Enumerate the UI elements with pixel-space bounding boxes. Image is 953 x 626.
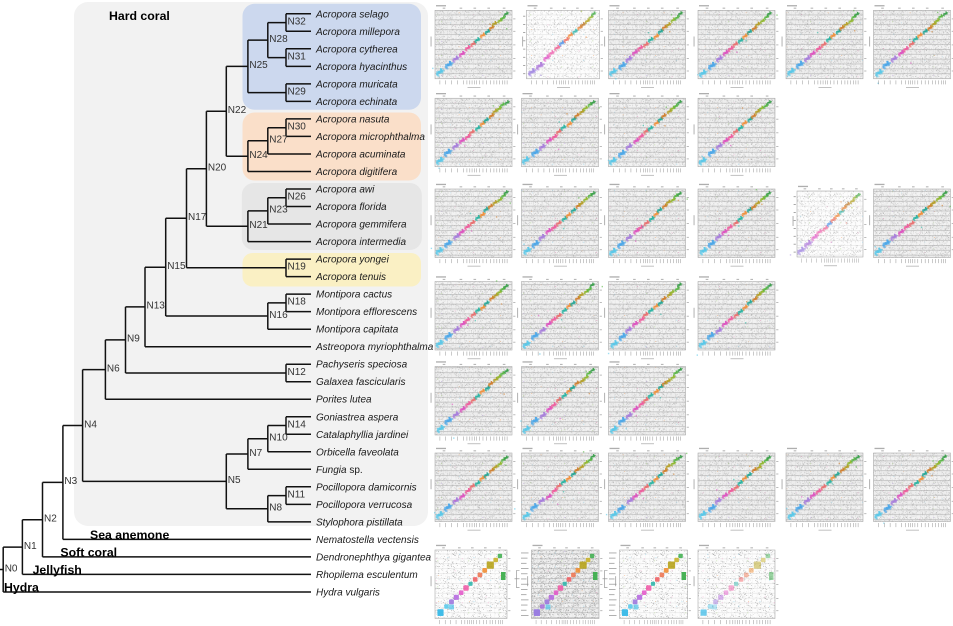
svg-text:Pocillopora verrucosa: Pocillopora verrucosa <box>316 500 413 511</box>
svg-text:Orbicella faveolata: Orbicella faveolata <box>316 447 399 458</box>
svg-text:Acropora gemmifera: Acropora gemmifera <box>315 220 407 231</box>
svg-text:Galaxea fascicularis: Galaxea fascicularis <box>316 377 405 388</box>
svg-text:N14: N14 <box>288 419 307 430</box>
svg-text:N27: N27 <box>269 135 288 146</box>
svg-text:N13: N13 <box>147 301 166 312</box>
svg-text:Acropora intermedia: Acropora intermedia <box>315 237 406 248</box>
svg-text:N24: N24 <box>249 150 268 161</box>
svg-text:N6: N6 <box>107 363 120 374</box>
svg-text:Nematostella vectensis: Nematostella vectensis <box>316 535 419 546</box>
svg-text:N28: N28 <box>269 34 288 45</box>
svg-text:N3: N3 <box>64 476 77 487</box>
svg-text:Hydra vulgaris: Hydra vulgaris <box>316 588 380 599</box>
svg-text:N23: N23 <box>269 205 288 216</box>
svg-text:N0: N0 <box>5 563 18 574</box>
svg-text:N22: N22 <box>228 105 247 116</box>
svg-text:N16: N16 <box>269 310 288 321</box>
svg-text:Acropora cytherea: Acropora cytherea <box>315 44 398 55</box>
svg-text:Acropora awi: Acropora awi <box>315 185 375 196</box>
svg-text:Acropora digitifera: Acropora digitifera <box>315 167 398 178</box>
svg-text:Goniastrea aspera: Goniastrea aspera <box>316 412 399 423</box>
svg-text:Acropora yongei: Acropora yongei <box>315 255 390 266</box>
svg-text:N17: N17 <box>188 212 207 223</box>
svg-text:Dendronephthya gigantea: Dendronephthya gigantea <box>316 552 432 563</box>
svg-text:Acropora selago: Acropora selago <box>315 9 389 20</box>
svg-text:N20: N20 <box>208 163 227 174</box>
svg-text:N29: N29 <box>288 86 307 97</box>
svg-text:Porites lutea: Porites lutea <box>316 395 372 406</box>
svg-text:N11: N11 <box>288 489 306 500</box>
svg-text:Acropora millepora: Acropora millepora <box>315 27 400 38</box>
svg-text:N25: N25 <box>249 60 268 71</box>
svg-text:Acropora florida: Acropora florida <box>315 202 387 213</box>
svg-text:Sea anemone: Sea anemone <box>90 528 169 542</box>
svg-text:N18: N18 <box>288 297 307 308</box>
svg-text:N30: N30 <box>288 122 307 133</box>
svg-text:N5: N5 <box>228 475 241 486</box>
svg-text:Acropora echinata: Acropora echinata <box>315 97 398 108</box>
svg-text:Montipora cactus: Montipora cactus <box>316 290 392 301</box>
svg-text:N8: N8 <box>269 503 282 514</box>
svg-text:N1: N1 <box>24 541 37 552</box>
svg-text:Acropora acuminata: Acropora acuminata <box>315 150 406 161</box>
svg-text:N19: N19 <box>288 262 307 273</box>
svg-text:Soft coral: Soft coral <box>60 546 117 560</box>
svg-text:Acropora nasuta: Acropora nasuta <box>315 114 390 125</box>
svg-text:N32: N32 <box>288 16 307 27</box>
svg-text:N15: N15 <box>167 261 186 272</box>
svg-text:Pachyseris speciosa: Pachyseris speciosa <box>316 360 408 371</box>
svg-text:Fungia sp.: Fungia sp. <box>316 465 363 476</box>
svg-text:Hard coral: Hard coral <box>109 9 170 23</box>
svg-text:Acropora muricata: Acropora muricata <box>315 79 398 90</box>
svg-text:N9: N9 <box>127 334 140 345</box>
svg-text:Catalaphyllia jardinei: Catalaphyllia jardinei <box>316 430 409 441</box>
svg-text:N21: N21 <box>249 220 268 231</box>
svg-text:N26: N26 <box>288 192 307 203</box>
svg-text:N10: N10 <box>269 433 288 444</box>
svg-text:Jellyfish: Jellyfish <box>33 563 82 577</box>
svg-text:Acropora microphthalma: Acropora microphthalma <box>315 132 425 143</box>
svg-text:Astreopora myriophthalma: Astreopora myriophthalma <box>315 342 434 353</box>
svg-text:Hydra: Hydra <box>4 581 39 595</box>
svg-text:Rhopilema esculentum: Rhopilema esculentum <box>316 570 418 581</box>
svg-text:N4: N4 <box>84 419 97 430</box>
svg-text:Pocillopora damicornis: Pocillopora damicornis <box>316 482 417 493</box>
svg-text:N31: N31 <box>288 51 307 62</box>
svg-text:Montipora capitata: Montipora capitata <box>316 325 399 336</box>
svg-text:Acropora tenuis: Acropora tenuis <box>315 272 386 283</box>
svg-text:Acropora hyacinthus: Acropora hyacinthus <box>315 62 407 73</box>
svg-text:Montipora efflorescens: Montipora efflorescens <box>316 307 417 318</box>
svg-text:N7: N7 <box>249 448 262 459</box>
svg-text:N2: N2 <box>44 514 57 525</box>
svg-text:Stylophora pistillata: Stylophora pistillata <box>316 517 403 528</box>
svg-text:N12: N12 <box>288 367 307 378</box>
